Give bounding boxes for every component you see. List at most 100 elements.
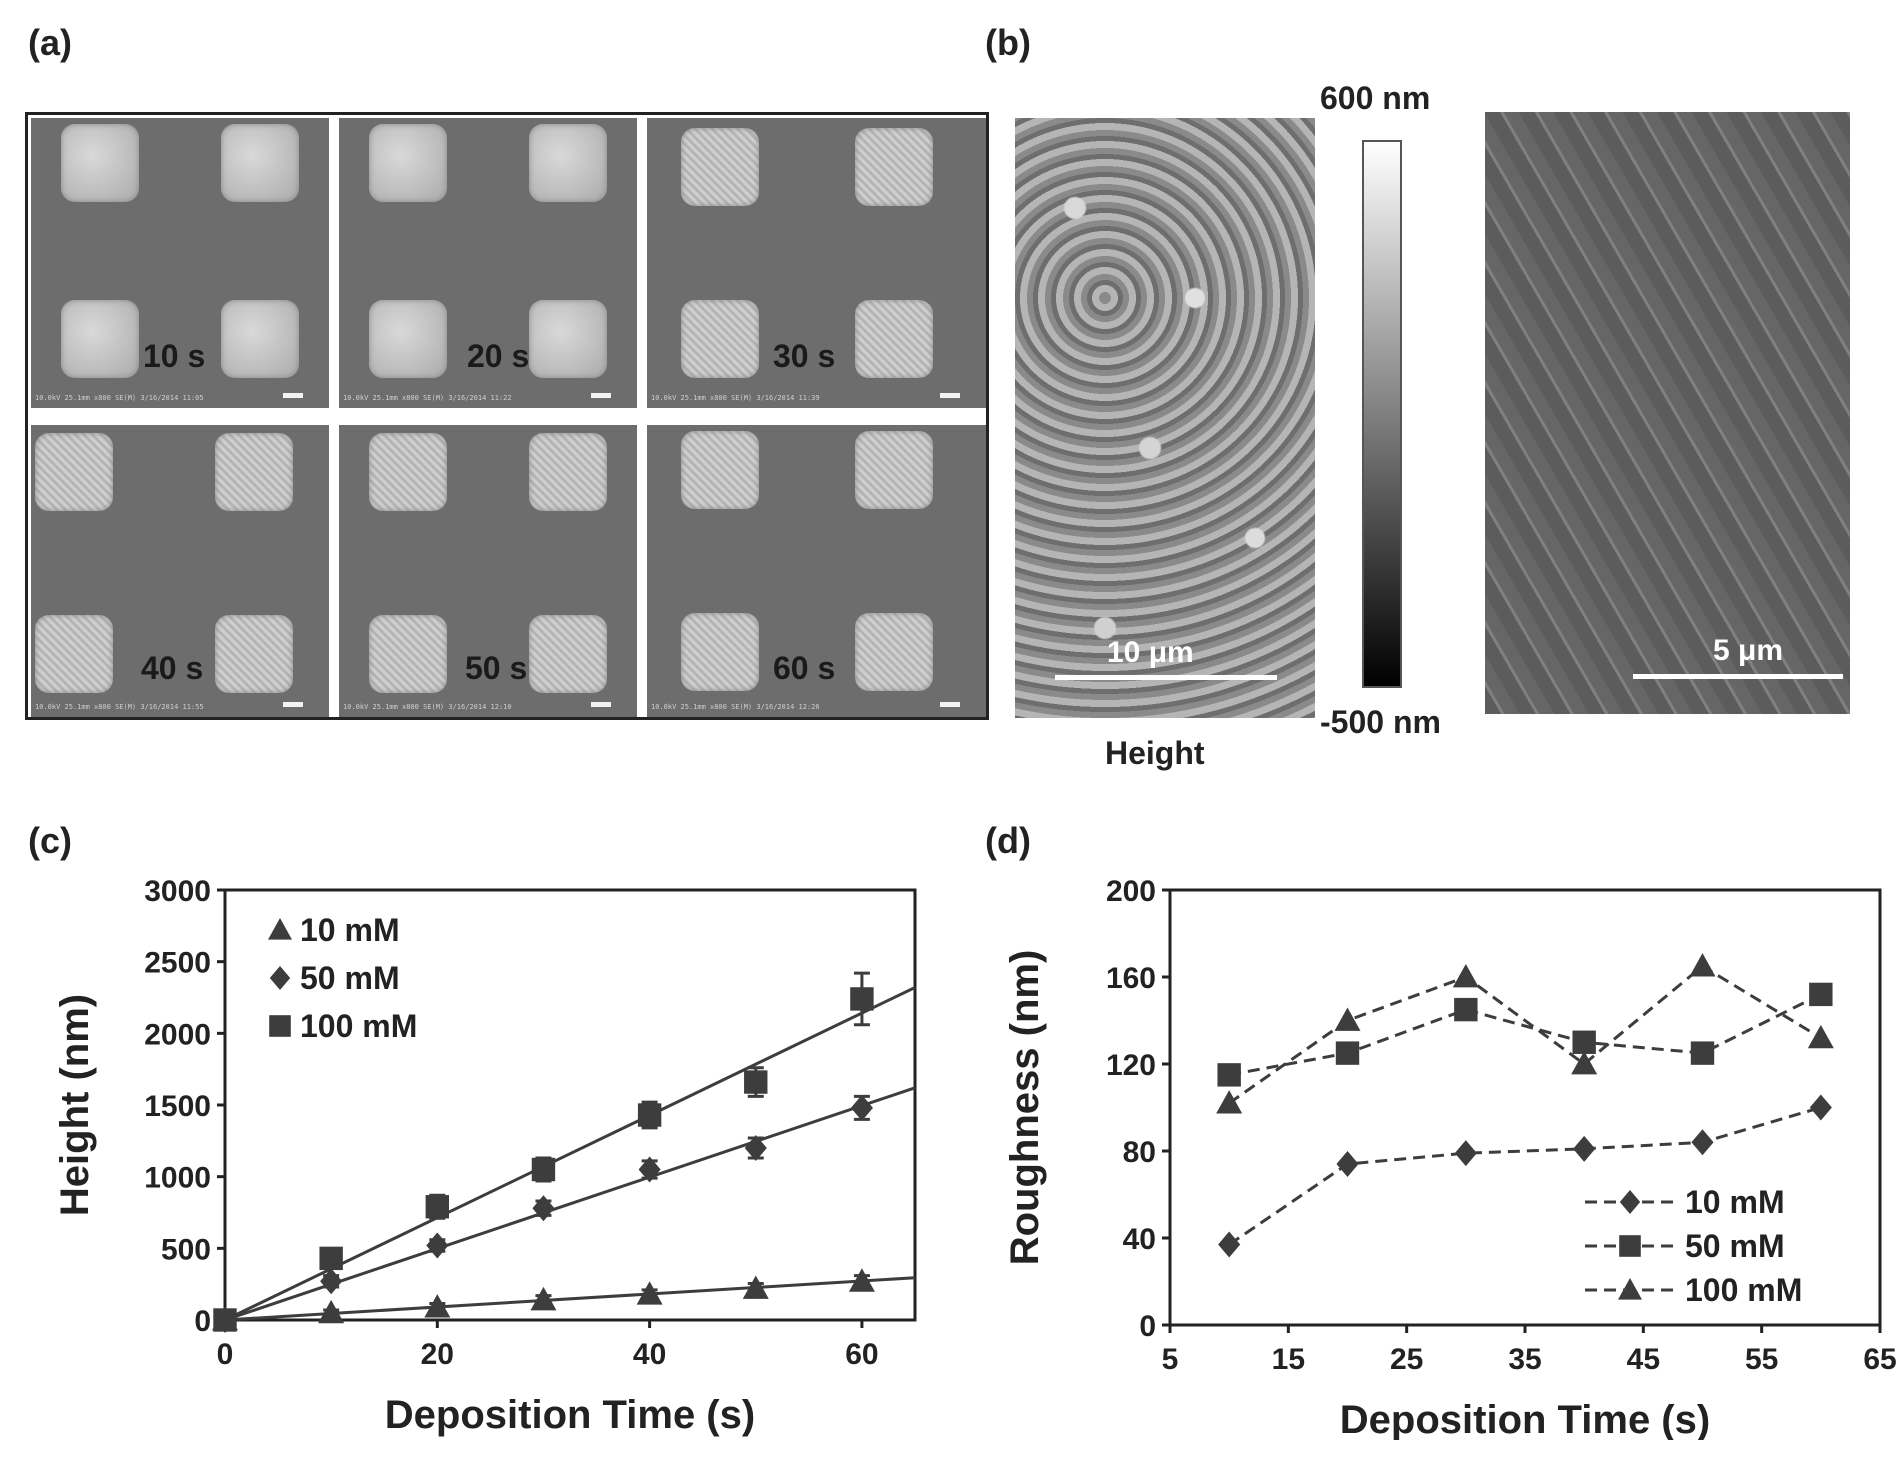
data-point-50-mM — [1335, 1041, 1360, 1065]
y-tick-label: 40 — [1123, 1223, 1156, 1256]
data-point-10-mM — [848, 1268, 875, 1292]
metal-pad — [61, 124, 139, 202]
metal-pad — [681, 613, 759, 691]
metal-pad — [35, 615, 113, 693]
metal-pad — [369, 615, 447, 693]
x-tick-label: 20 — [421, 1338, 454, 1371]
data-point-10-mM — [424, 1294, 451, 1318]
x-tick-label: 65 — [1863, 1343, 1896, 1376]
y-tick-label: 80 — [1123, 1136, 1156, 1169]
colorbar-max-label: 600 nm — [1320, 80, 1431, 116]
panel-label-c: (c) — [28, 820, 72, 861]
metal-pad — [369, 433, 447, 511]
data-point-100-mM — [1807, 1024, 1834, 1049]
legend-label: 100 mM — [1685, 1272, 1802, 1308]
sem-tile-20s: 20 s 10.0kV 25.1mm x800 SE(M) 3/16/2014 … — [339, 118, 637, 408]
data-point-50-mM — [638, 1156, 661, 1183]
legend-marker — [268, 918, 292, 940]
metal-pad — [681, 128, 759, 206]
y-tick-label: 500 — [161, 1233, 211, 1266]
data-point-100-mM — [213, 1308, 237, 1332]
y-tick-label: 0 — [1139, 1310, 1156, 1343]
sem-scale-label: 5 μm — [1713, 634, 1784, 667]
y-tick-label: 160 — [1106, 962, 1156, 995]
scale-bar — [591, 393, 611, 398]
x-tick-label: 35 — [1508, 1343, 1541, 1376]
data-point-100-mM — [744, 1070, 768, 1094]
legend-marker — [1619, 1190, 1641, 1214]
x-tick-label: 0 — [217, 1338, 234, 1371]
data-point-100-mM — [1571, 1051, 1598, 1075]
data-point-10-mM — [318, 1299, 345, 1324]
data-point-100-mM — [1334, 1007, 1361, 1031]
metal-pad — [61, 300, 139, 378]
data-point-100-mM — [637, 1103, 662, 1127]
time-label: 10 s — [143, 338, 206, 374]
sem-image-grid: 10 s 10.0kV 25.1mm x800 SE(M) 3/16/2014 … — [25, 112, 989, 720]
data-point-100-mM — [425, 1195, 450, 1219]
sem-info-bar: 10.0kV 25.1mm x800 SE(M) 3/16/2014 12:10 — [343, 703, 512, 711]
x-tick-label: 5 — [1162, 1343, 1179, 1376]
x-axis-label: Deposition Time (s) — [385, 1393, 755, 1437]
panel-label-d: (d) — [985, 820, 1031, 861]
colorbar-min-label: -500 nm — [1320, 704, 1441, 740]
data-point-50-mM — [1572, 1030, 1596, 1054]
metal-pad — [221, 300, 299, 378]
data-point-100-mM — [850, 987, 874, 1011]
y-tick-label: 1500 — [144, 1090, 211, 1123]
sem-info-bar: 10.0kV 25.1mm x800 SE(M) 3/16/2014 11:22 — [343, 394, 512, 402]
metal-pad — [681, 431, 759, 509]
x-axis-label: Deposition Time (s) — [1340, 1398, 1710, 1440]
data-point-10-mM — [1218, 1231, 1241, 1258]
metal-pad — [369, 300, 447, 378]
scale-bar — [940, 393, 960, 398]
panel-label-b: (b) — [985, 22, 1031, 63]
data-point-100-mM — [1216, 1090, 1243, 1114]
data-point-10-mM — [742, 1275, 769, 1299]
metal-pad — [529, 300, 607, 378]
afm-scale-label: 10 μm — [1107, 636, 1194, 669]
metal-pad — [855, 300, 933, 378]
x-tick-label: 15 — [1272, 1343, 1305, 1376]
data-point-100-mM — [1689, 953, 1716, 977]
sem-info-bar: 10.0kV 25.1mm x800 SE(M) 3/16/2014 11:05 — [35, 394, 204, 402]
time-label: 30 s — [773, 338, 836, 374]
metal-pad — [855, 128, 933, 206]
x-tick-label: 55 — [1745, 1343, 1778, 1376]
metal-pad — [35, 433, 113, 511]
legend-label: 10 mM — [1685, 1184, 1785, 1220]
y-tick-label: 200 — [1106, 875, 1156, 908]
y-tick-label: 3000 — [144, 875, 211, 908]
sem-tile-30s: 30 s 10.0kV 25.1mm x800 SE(M) 3/16/2014 … — [647, 118, 986, 408]
y-tick-label: 0 — [194, 1305, 211, 1338]
metal-pad — [529, 124, 607, 202]
panel-label-a: (a) — [28, 22, 72, 63]
y-tick-label: 2000 — [144, 1018, 211, 1051]
data-point-10-mM — [530, 1286, 557, 1311]
time-label: 40 s — [141, 650, 204, 686]
data-point-10-mM — [1336, 1151, 1359, 1178]
metal-pad — [855, 431, 933, 509]
metal-pad — [215, 615, 293, 693]
data-point-50-mM — [320, 1268, 343, 1295]
y-tick-label: 2500 — [144, 947, 211, 980]
legend-label: 10 mM — [300, 912, 400, 948]
data-point-10-mM — [1809, 1094, 1832, 1121]
sem-tile-60s: 60 s 10.0kV 25.1mm x800 SE(M) 3/16/2014 … — [647, 425, 986, 717]
series-line-10-mM — [1228, 1106, 1822, 1246]
data-point-50-mM — [532, 1195, 555, 1222]
data-point-10-mM — [1573, 1135, 1596, 1162]
x-tick-label: 40 — [633, 1338, 666, 1371]
x-tick-label: 25 — [1390, 1343, 1423, 1376]
scale-bar — [1055, 675, 1277, 680]
data-point-10-mM — [1454, 1140, 1477, 1167]
sem-tile-40s: 40 s 10.0kV 25.1mm x800 SE(M) 3/16/2014 … — [31, 425, 329, 717]
y-axis-label: Roughness (nm) — [1003, 950, 1047, 1266]
scale-bar — [283, 393, 303, 398]
sem-info-bar: 10.0kV 25.1mm x800 SE(M) 3/16/2014 11:39 — [651, 394, 820, 402]
data-point-50-mM — [850, 1094, 873, 1121]
data-point-50-mM — [426, 1232, 449, 1259]
colorbar-title: Height — [1105, 735, 1205, 771]
data-point-100-mM — [319, 1246, 343, 1271]
metal-pad — [221, 124, 299, 202]
